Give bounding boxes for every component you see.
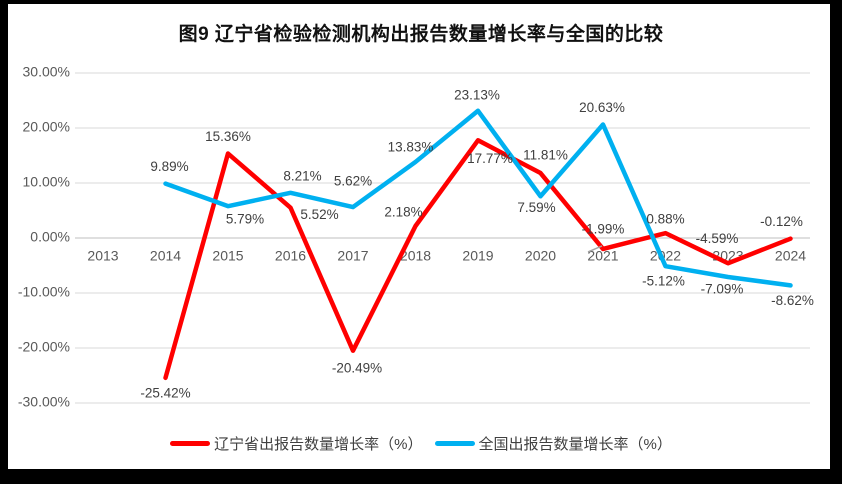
y-axis-tick-label: -10.00% [18, 284, 70, 300]
y-axis-tick-label: -20.00% [18, 339, 70, 355]
label-leader-line [587, 245, 603, 253]
data-label-liaoning: 17.77% [467, 151, 513, 166]
chart-title: 图9 辽宁省检验检测机构出报告数量增长率与全国的比较 [178, 24, 664, 45]
x-axis-year-label: 2017 [337, 248, 368, 264]
frame-border-top [0, 0, 842, 4]
y-axis-tick-label: 30.00% [23, 64, 70, 80]
data-label-liaoning: 15.36% [205, 129, 251, 144]
y-axis-tick-label: -30.00% [18, 394, 70, 410]
legend-item-national: 全国出报告数量增长率（%） [434, 433, 672, 454]
data-label-liaoning: 2.18% [384, 205, 422, 220]
x-axis-year-label: 2020 [525, 248, 556, 264]
data-label-liaoning: -4.59% [696, 231, 739, 246]
data-label-national: 20.63% [579, 100, 625, 115]
series-line-liaoning [163, 138, 793, 381]
data-label-national: 5.62% [334, 174, 372, 189]
legend-label-liaoning: 辽宁省出报告数量增长率（%） [214, 436, 423, 453]
x-axis-year-label: 2016 [275, 248, 306, 264]
data-label-liaoning: -20.49% [332, 360, 382, 375]
y-axis-tick-label: 0.00% [30, 229, 70, 245]
data-label-national: 8.21% [283, 168, 321, 183]
data-label-national: 7.59% [517, 200, 555, 215]
data-label-national: 23.13% [454, 87, 500, 102]
red-line-swatch-icon [170, 441, 211, 446]
blue-line-swatch-icon [434, 441, 475, 446]
x-axis-year-label: 2014 [150, 248, 181, 264]
frame-border-left [0, 0, 8, 484]
y-axis-tick-label: 20.00% [23, 119, 70, 135]
legend-item-liaoning: 辽宁省出报告数量增长率（%） [170, 433, 423, 454]
legend-label-national: 全国出报告数量增长率（%） [478, 436, 672, 453]
x-axis-year-label: 2018 [400, 248, 431, 264]
x-axis-year-label: 2013 [87, 248, 118, 264]
data-label-liaoning: 11.81% [523, 148, 568, 163]
data-label-national: -5.12% [642, 274, 685, 289]
y-axis-tick-label: 10.00% [23, 174, 70, 190]
data-label-national: 5.79% [226, 212, 264, 227]
x-axis-year-label: 2021 [587, 248, 618, 264]
data-label-national: -8.62% [771, 293, 814, 308]
x-axis-year-label: 2015 [212, 248, 243, 264]
chart-legend: 辽宁省出报告数量增长率（%） 全国出报告数量增长率（%） [0, 433, 842, 454]
data-label-liaoning: -1.99% [582, 222, 625, 237]
data-label-liaoning: 5.52% [300, 207, 338, 222]
data-label-liaoning: -25.42% [140, 385, 190, 400]
frame-border-right [830, 0, 842, 484]
data-label-national: -7.09% [701, 282, 744, 297]
x-axis-year-label: 2019 [462, 248, 493, 264]
series-line-national [163, 108, 793, 288]
data-label-national: 9.89% [150, 159, 188, 174]
data-label-national: 13.83% [388, 139, 434, 154]
data-label-liaoning: 0.88% [646, 212, 684, 227]
frame-border-bottom [0, 469, 842, 484]
data-label-liaoning: -0.12% [760, 214, 803, 229]
x-axis-year-label: 2024 [775, 248, 806, 264]
